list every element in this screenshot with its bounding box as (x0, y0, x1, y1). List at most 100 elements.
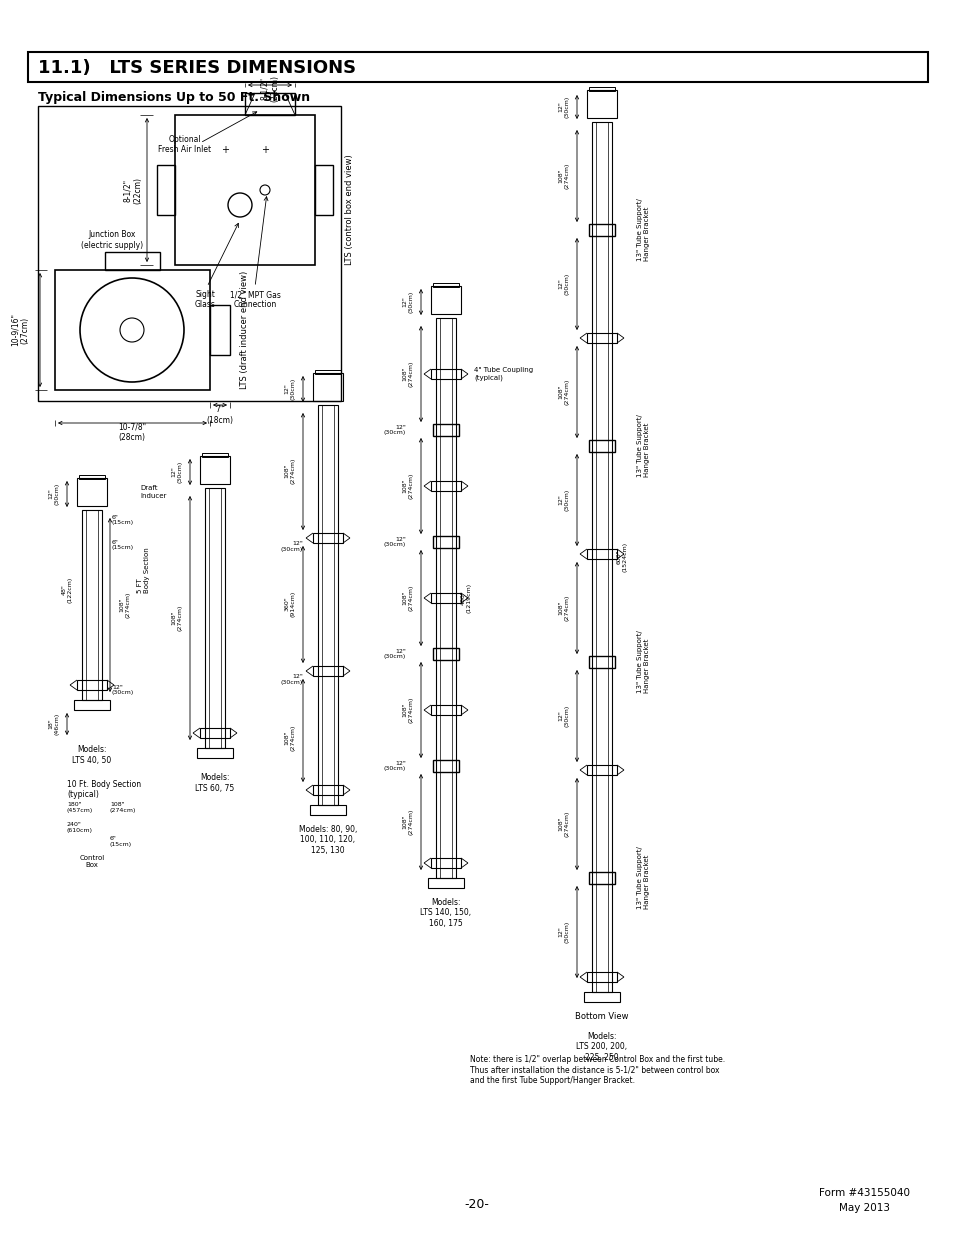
Text: LTS (control box end view): LTS (control box end view) (345, 154, 355, 266)
Text: Models:
LTS 200, 200,
225, 250: Models: LTS 200, 200, 225, 250 (576, 1032, 627, 1062)
Bar (174, 115, 314, 266)
Bar (588, 224, 615, 236)
Bar (38, 106, 340, 401)
Bar (314, 370, 340, 374)
Text: 12"
(30cm): 12" (30cm) (383, 536, 406, 547)
Text: 12"
(30cm): 12" (30cm) (558, 921, 569, 944)
Text: 108"
(274cm): 108" (274cm) (402, 361, 413, 388)
Text: 48"
(122cm): 48" (122cm) (62, 577, 72, 603)
Text: LTS (draft inducer end view): LTS (draft inducer end view) (240, 270, 250, 389)
Bar (433, 536, 458, 548)
Bar (105, 252, 160, 270)
Text: Draft
Inducer: Draft Inducer (140, 485, 166, 499)
Bar (310, 805, 346, 815)
Bar (28, 52, 927, 82)
Bar (433, 760, 458, 772)
Text: 6"
(15cm): 6" (15cm) (110, 836, 132, 847)
Text: 8-1/2"
(22cm): 8-1/2" (22cm) (123, 177, 143, 204)
Text: 13" Tube Support/
Hanger Bracket: 13" Tube Support/ Hanger Bracket (637, 846, 649, 909)
Bar (433, 648, 458, 659)
Bar (586, 972, 617, 982)
Text: 6"
(15cm): 6" (15cm) (112, 540, 134, 551)
Text: 108"
(274cm): 108" (274cm) (119, 592, 131, 619)
Text: 13" Tube Support/
Hanger Bracket: 13" Tube Support/ Hanger Bracket (637, 415, 649, 478)
Text: 10 Ft. Body Section
(typical): 10 Ft. Body Section (typical) (67, 781, 141, 799)
Text: 6"
(15cm): 6" (15cm) (112, 515, 134, 525)
Text: 108"
(274cm): 108" (274cm) (284, 725, 295, 751)
Text: 5 FT
Body Section: 5 FT Body Section (137, 547, 150, 593)
Text: 13" Tube Support/
Hanger Bracket: 13" Tube Support/ Hanger Bracket (637, 199, 649, 262)
Bar (313, 373, 343, 401)
Text: 108"
(274cm): 108" (274cm) (558, 379, 569, 405)
Text: Optional
Fresh Air Inlet: Optional Fresh Air Inlet (158, 135, 212, 154)
Text: 12"
(30cm): 12" (30cm) (172, 461, 182, 483)
Text: 12"
(30cm): 12" (30cm) (383, 648, 406, 659)
Text: Sight
Glass: Sight Glass (194, 290, 215, 310)
Bar (77, 680, 107, 690)
Bar (586, 764, 617, 776)
Bar (592, 122, 612, 992)
Bar (317, 405, 337, 805)
Text: 12"
(30cm): 12" (30cm) (558, 96, 569, 119)
Text: Models:
LTS 40, 50: Models: LTS 40, 50 (72, 745, 112, 764)
Text: 108"
(274cm): 108" (274cm) (284, 458, 295, 484)
Bar (245, 93, 294, 115)
Bar (82, 510, 102, 700)
Text: +: + (261, 144, 269, 156)
Text: Bottom View: Bottom View (575, 1011, 628, 1021)
Text: 108"
(274cm): 108" (274cm) (110, 802, 136, 813)
Bar (313, 666, 343, 676)
Text: 8-1/2"
(22cm): 8-1/2" (22cm) (260, 75, 279, 103)
Text: 12"
(30cm): 12" (30cm) (402, 291, 413, 314)
Bar (588, 656, 615, 668)
Text: 18"
(46cm): 18" (46cm) (49, 713, 59, 735)
Text: 108"
(274cm): 108" (274cm) (402, 473, 413, 499)
Text: +: + (221, 144, 229, 156)
Text: 12"
(30cm): 12" (30cm) (383, 761, 406, 772)
Text: 108"
(274cm): 108" (274cm) (558, 595, 569, 621)
Bar (433, 424, 458, 436)
Text: 7"
(18cm): 7" (18cm) (206, 405, 233, 425)
Text: 12"
(30cm): 12" (30cm) (558, 489, 569, 511)
Text: Typical Dimensions Up to 50 Ft. Shown: Typical Dimensions Up to 50 Ft. Shown (38, 90, 310, 104)
Bar (200, 456, 230, 484)
Bar (436, 317, 456, 878)
Text: 12"
(30cm): 12" (30cm) (112, 684, 134, 695)
Text: 12"
(30cm): 12" (30cm) (284, 378, 295, 400)
Bar (79, 475, 105, 479)
Text: 11.1)   LTS SERIES DIMENSIONS: 11.1) LTS SERIES DIMENSIONS (38, 59, 355, 77)
Text: Models: 80, 90,
100, 110, 120,
125, 130: Models: 80, 90, 100, 110, 120, 125, 130 (298, 825, 356, 855)
Bar (431, 858, 460, 868)
Text: 108"
(274cm): 108" (274cm) (402, 697, 413, 724)
Text: 12"
(30cm): 12" (30cm) (383, 425, 406, 436)
Text: 12"
(30cm): 12" (30cm) (49, 483, 59, 505)
Bar (431, 287, 460, 314)
Text: 4" Tube Coupling
(typical): 4" Tube Coupling (typical) (474, 367, 533, 380)
Text: 240"
(610cm): 240" (610cm) (67, 823, 92, 832)
Bar (77, 478, 107, 506)
Text: 108"
(274cm): 108" (274cm) (558, 811, 569, 837)
Bar (157, 165, 174, 215)
Text: Form #43155040: Form #43155040 (819, 1188, 909, 1198)
Text: 600"
(1524cm): 600" (1524cm) (616, 542, 627, 572)
Text: 10-7/8"
(28cm): 10-7/8" (28cm) (118, 422, 146, 442)
Text: Note: there is 1/2" overlap between Control Box and the first tube.
Thus after i: Note: there is 1/2" overlap between Cont… (470, 1055, 724, 1084)
Text: Models:
LTS 140, 150,
160, 175: Models: LTS 140, 150, 160, 175 (420, 898, 471, 927)
Text: 108"
(274cm): 108" (274cm) (402, 809, 413, 835)
Text: 12"
(30cm): 12" (30cm) (558, 705, 569, 727)
Text: Models:
LTS 60, 75: Models: LTS 60, 75 (195, 773, 234, 793)
Bar (210, 305, 230, 354)
Bar (314, 165, 333, 215)
Text: -20-: -20- (464, 1198, 489, 1212)
Text: 108"
(274cm): 108" (274cm) (402, 585, 413, 611)
Bar (586, 550, 617, 559)
Bar (431, 593, 460, 603)
Text: 108"
(274cm): 108" (274cm) (558, 163, 569, 189)
Bar (588, 86, 615, 91)
Text: May 2013: May 2013 (839, 1203, 889, 1213)
Text: 108"
(274cm): 108" (274cm) (172, 605, 182, 631)
Bar (586, 333, 617, 343)
Bar (583, 992, 619, 1002)
Text: Control
Box: Control Box (79, 855, 105, 868)
Text: 480"
(1219cm): 480" (1219cm) (460, 583, 471, 613)
